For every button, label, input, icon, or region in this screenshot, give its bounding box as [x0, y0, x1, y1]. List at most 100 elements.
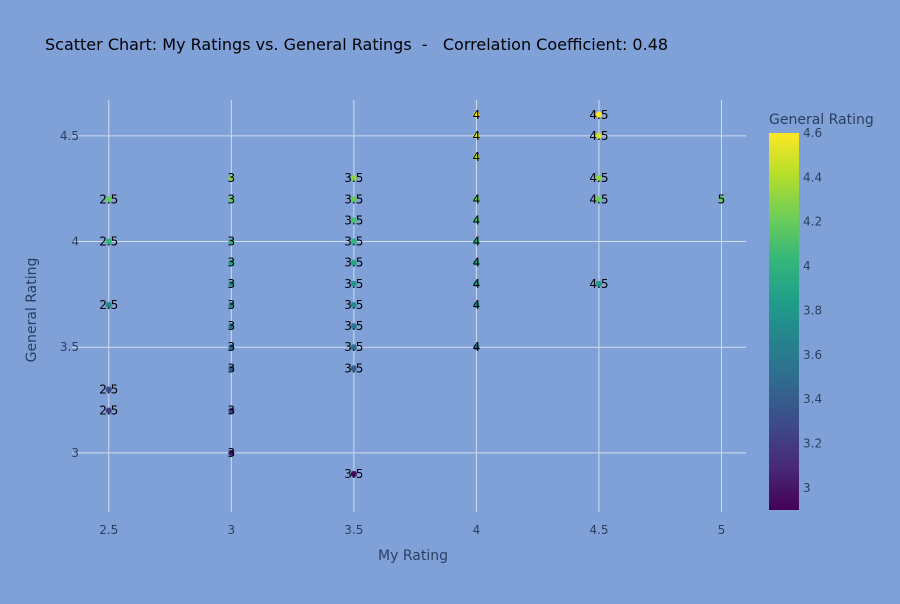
data-point-label: 2.5: [99, 382, 118, 396]
colorbar-tick-label: 4: [803, 259, 811, 273]
data-point: [473, 154, 480, 161]
data-point: [718, 196, 725, 203]
data-point-label: 4: [473, 256, 481, 270]
y-axis-title: General Rating: [24, 258, 40, 363]
data-point-label: 2.5: [99, 192, 118, 206]
data-point-label: 3: [227, 171, 235, 185]
data-point: [228, 365, 235, 372]
y-axis-ticks: 3 3.5 4 4.5: [60, 129, 79, 460]
data-point: [473, 132, 480, 139]
data-point-label: 4: [473, 277, 481, 291]
data-point: [228, 280, 235, 287]
data-point-label: 2.5: [99, 235, 118, 249]
colorbar-tick-label: 4.2: [803, 215, 822, 229]
colorbar-tick-label: 3.2: [803, 436, 822, 450]
data-point-label: 3.5: [344, 467, 363, 481]
y-tick-label: 4.5: [60, 129, 79, 143]
data-point-label: 3.5: [344, 361, 363, 375]
data-point-label: 2.5: [99, 298, 118, 312]
data-point: [595, 196, 602, 203]
data-point-label: 2.5: [99, 404, 118, 418]
data-point-label: 4.5: [589, 108, 608, 122]
colorbar-gradient: [769, 133, 799, 510]
data-point-label: 4: [473, 213, 481, 227]
data-point: [228, 301, 235, 308]
data-point-label: 3.5: [344, 340, 363, 354]
data-point-label: 3: [227, 340, 235, 354]
colorbar-tick-label: 3: [803, 481, 811, 495]
data-point: [350, 175, 357, 182]
data-point: [228, 407, 235, 414]
x-tick-label: 4: [473, 523, 481, 537]
data-point: [350, 301, 357, 308]
data-point-label: 4.5: [589, 277, 608, 291]
x-tick-label: 2.5: [99, 523, 118, 537]
data-point-label: 4: [473, 150, 481, 164]
colorbar-title: General Rating: [769, 112, 874, 128]
data-point-label: 3: [227, 256, 235, 270]
data-point-label: 4: [473, 340, 481, 354]
data-point-label: 4: [473, 129, 481, 143]
data-point-label: 3: [227, 319, 235, 333]
colorbar-tick-label: 4.6: [803, 126, 822, 140]
data-point: [595, 111, 602, 118]
data-point: [473, 280, 480, 287]
data-point: [228, 238, 235, 245]
data-point: [228, 259, 235, 266]
x-tick-label: 3.5: [344, 523, 363, 537]
data-point-label: 3.5: [344, 213, 363, 227]
data-point: [473, 301, 480, 308]
data-point: [473, 196, 480, 203]
data-point: [350, 217, 357, 224]
data-point-label: 3.5: [344, 298, 363, 312]
y-tick-label: 3: [71, 446, 79, 460]
x-tick-label: 3: [227, 523, 235, 537]
data-point: [105, 196, 112, 203]
data-point: [595, 132, 602, 139]
data-point-label: 3.5: [344, 277, 363, 291]
data-point-label: 4: [473, 235, 481, 249]
grid-lines: [72, 100, 746, 512]
colorbar-tick-label: 3.8: [803, 303, 822, 317]
data-point-label: 3.5: [344, 171, 363, 185]
data-point: [350, 196, 357, 203]
colorbar-tick-label: 4.4: [803, 170, 822, 184]
data-point-label: 4: [473, 192, 481, 206]
data-point-label: 3.5: [344, 235, 363, 249]
data-point-label: 3: [227, 298, 235, 312]
data-point-label: 4.5: [589, 192, 608, 206]
data-point: [105, 301, 112, 308]
data-point: [350, 344, 357, 351]
data-point: [350, 259, 357, 266]
colorbar: General Rating 3 3.2 3.4 3.6 3.8 4 4.2 4.4 4.6: [769, 112, 874, 510]
colorbar-tick-label: 3.4: [803, 392, 822, 406]
data-point-label: 4.5: [589, 129, 608, 143]
x-tick-label: 5: [718, 523, 726, 537]
data-point: [350, 238, 357, 245]
data-point: [105, 238, 112, 245]
data-point-label: 4: [473, 298, 481, 312]
colorbar-tick-label: 3.6: [803, 348, 822, 362]
data-point: [228, 449, 235, 456]
data-point-label: 3.5: [344, 256, 363, 270]
data-point: [350, 280, 357, 287]
data-point-label: 3: [227, 235, 235, 249]
data-point: [228, 175, 235, 182]
data-point-label: 3: [227, 361, 235, 375]
data-point: [350, 323, 357, 330]
point-labels: 2.5 2.5 2.5 2.5 2.5 3 3 3 3 3 3 3 3 3 3 3 3.5 3.5 3.5 3.5 3.…: [99, 108, 725, 481]
y-tick-label: 3.5: [60, 340, 79, 354]
data-point: [350, 470, 357, 477]
data-point: [228, 344, 235, 351]
data-point: [595, 175, 602, 182]
data-point-label: 3: [227, 277, 235, 291]
data-point: [473, 259, 480, 266]
data-point: [350, 365, 357, 372]
data-points: [105, 111, 725, 477]
data-point-label: 3: [227, 192, 235, 206]
data-point-label: 3.5: [344, 319, 363, 333]
data-point: [473, 238, 480, 245]
data-point: [228, 323, 235, 330]
